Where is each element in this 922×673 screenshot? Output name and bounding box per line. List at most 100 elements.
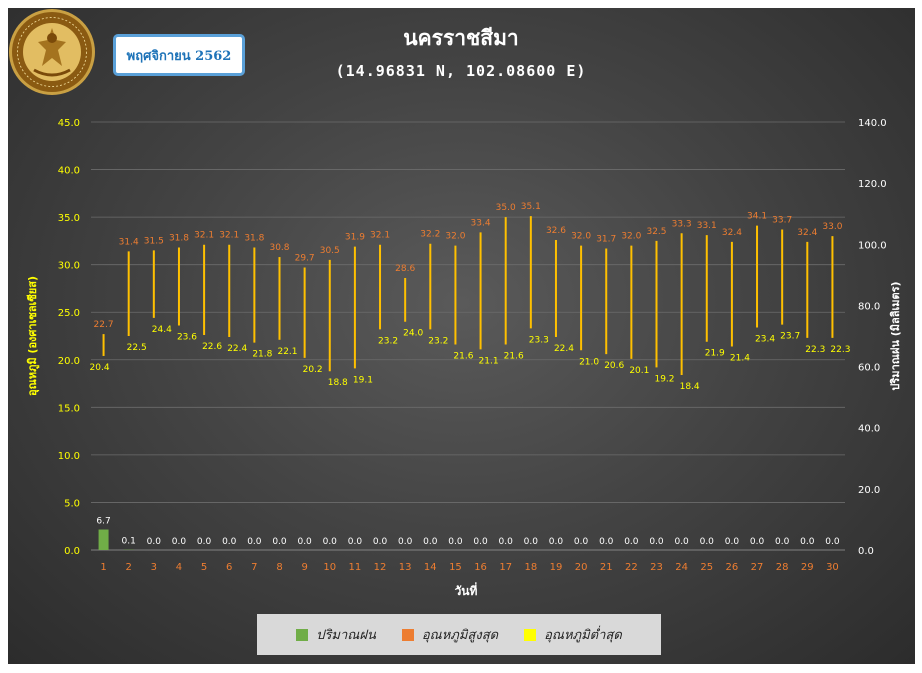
max-temp-label: 31.8 — [169, 234, 189, 244]
y-tick-right: 100.0 — [858, 240, 887, 251]
chart-subtitle: (14.96831 N, 102.08600 E) — [335, 62, 587, 80]
x-tick-label: 15 — [449, 562, 462, 573]
min-temp-label: 22.3 — [805, 345, 825, 355]
max-temp-label: 28.6 — [395, 264, 415, 274]
rain-value-label: 0.0 — [247, 537, 262, 547]
legend-item-max-temp: อุณหภูมิสูงสุด — [401, 624, 499, 645]
x-tick-label: 17 — [499, 562, 512, 573]
rain-bar — [98, 529, 109, 550]
meteorological-department-logo — [9, 9, 95, 95]
max-temp-label: 31.8 — [244, 234, 264, 244]
max-temp-label: 31.9 — [345, 233, 365, 243]
legend-label-min-temp: อุณหภูมิต่ำสุด — [544, 628, 622, 643]
legend-item-min-temp: อุณหภูมิต่ำสุด — [524, 624, 622, 645]
max-temp-label: 33.1 — [697, 221, 717, 231]
min-temp-label: 23.3 — [529, 335, 549, 345]
x-tick-label: 21 — [600, 562, 613, 573]
max-temp-label: 32.0 — [571, 232, 591, 242]
legend-label-max-temp: อุณหภูมิสูงสุด — [421, 628, 499, 643]
rain-value-label: 0.0 — [272, 537, 287, 547]
min-temp-label: 20.1 — [629, 366, 649, 376]
x-tick-label: 29 — [801, 562, 814, 573]
x-tick-label: 1 — [100, 562, 106, 573]
rain-value-label: 0.0 — [825, 537, 840, 547]
legend-label-rain: ปริมาณฝน — [316, 628, 376, 643]
min-temp-label: 21.0 — [579, 357, 599, 367]
min-temp-label: 19.2 — [654, 374, 674, 384]
max-temp-label: 32.1 — [219, 231, 239, 241]
y-tick-left: 10.0 — [58, 451, 80, 462]
y-tick-left: 25.0 — [58, 308, 80, 319]
legend: ปริมาณฝน อุณหภูมิสูงสุด อุณหภูมิต่ำสุด — [257, 614, 661, 655]
min-temp-label: 21.4 — [730, 353, 750, 363]
min-temp-label: 22.5 — [127, 343, 147, 353]
x-tick-label: 8 — [276, 562, 282, 573]
y-tick-left: 0.0 — [64, 546, 80, 557]
max-temp-label: 33.4 — [471, 218, 491, 228]
x-tick-label: 14 — [424, 562, 437, 573]
min-temp-label: 19.1 — [353, 375, 373, 385]
x-tick-label: 24 — [675, 562, 688, 573]
max-temp-label: 35.0 — [496, 203, 516, 213]
max-temp-label: 30.8 — [269, 243, 289, 253]
y-tick-right: 40.0 — [858, 424, 880, 435]
y-tick-right: 0.0 — [858, 546, 874, 557]
rain-value-label: 0.0 — [574, 537, 589, 547]
rain-value-label: 0.0 — [473, 537, 488, 547]
min-temp-label: 22.4 — [227, 344, 247, 354]
rain-value-label: 0.0 — [172, 537, 187, 547]
x-tick-label: 26 — [726, 562, 739, 573]
max-temp-label: 31.7 — [596, 234, 616, 244]
min-temp-label: 22.6 — [202, 342, 222, 352]
min-temp-label: 24.0 — [403, 329, 423, 339]
min-temp-label: 21.1 — [479, 356, 499, 366]
max-temp-label: 32.4 — [797, 228, 817, 238]
max-temp-label: 35.1 — [521, 202, 541, 212]
rain-value-label: 0.0 — [750, 537, 765, 547]
max-temp-label: 32.2 — [420, 230, 440, 240]
legend-swatch-rain — [296, 628, 309, 641]
min-temp-label: 20.2 — [303, 365, 323, 375]
min-temp-label: 23.2 — [378, 336, 398, 346]
rain-value-label: 0.0 — [524, 537, 539, 547]
max-temp-label: 33.0 — [822, 222, 842, 232]
x-tick-label: 27 — [751, 562, 764, 573]
rain-value-label: 0.0 — [297, 537, 312, 547]
y-tick-left: 30.0 — [58, 261, 80, 272]
y-axis-title-right: ปริมาณฝน (มิลลิเมตร) — [889, 281, 902, 390]
rain-value-label: 0.0 — [423, 537, 438, 547]
min-temp-label: 23.2 — [428, 336, 448, 346]
rain-value-label: 0.0 — [624, 537, 639, 547]
month-badge: พฤศจิกายน 2562 — [113, 34, 245, 76]
legend-swatch-max-temp — [401, 628, 414, 641]
x-tick-label: 23 — [650, 562, 663, 573]
x-tick-label: 16 — [474, 562, 487, 573]
y-axis-title-left: อุณหภูมิ (องศาเซลเซียส) — [26, 276, 40, 396]
chart-title: นครราชสีมา — [403, 26, 519, 50]
legend-item-rain: ปริมาณฝน — [296, 624, 376, 645]
chart-panel — [8, 8, 915, 664]
max-temp-label: 32.0 — [621, 232, 641, 242]
x-tick-label: 7 — [251, 562, 257, 573]
x-tick-label: 12 — [374, 562, 387, 573]
max-temp-label: 29.7 — [295, 254, 315, 264]
y-tick-left: 40.0 — [58, 166, 80, 177]
x-tick-label: 20 — [575, 562, 588, 573]
rain-value-label: 0.0 — [800, 537, 815, 547]
min-temp-label: 23.7 — [780, 332, 800, 342]
rain-value-label: 0.0 — [649, 537, 664, 547]
x-tick-label: 19 — [550, 562, 563, 573]
x-tick-label: 22 — [625, 562, 638, 573]
min-temp-label: 21.8 — [252, 350, 272, 360]
max-temp-label: 32.0 — [445, 232, 465, 242]
x-tick-label: 3 — [151, 562, 157, 573]
rain-value-label: 0.0 — [147, 537, 162, 547]
legend-swatch-min-temp — [524, 628, 537, 641]
rain-value-label: 0.1 — [122, 537, 136, 547]
rain-value-label: 0.0 — [197, 537, 212, 547]
min-temp-label: 23.4 — [755, 334, 775, 344]
x-tick-label: 25 — [700, 562, 713, 573]
max-temp-label: 32.6 — [546, 226, 566, 236]
rain-value-label: 0.0 — [599, 537, 614, 547]
